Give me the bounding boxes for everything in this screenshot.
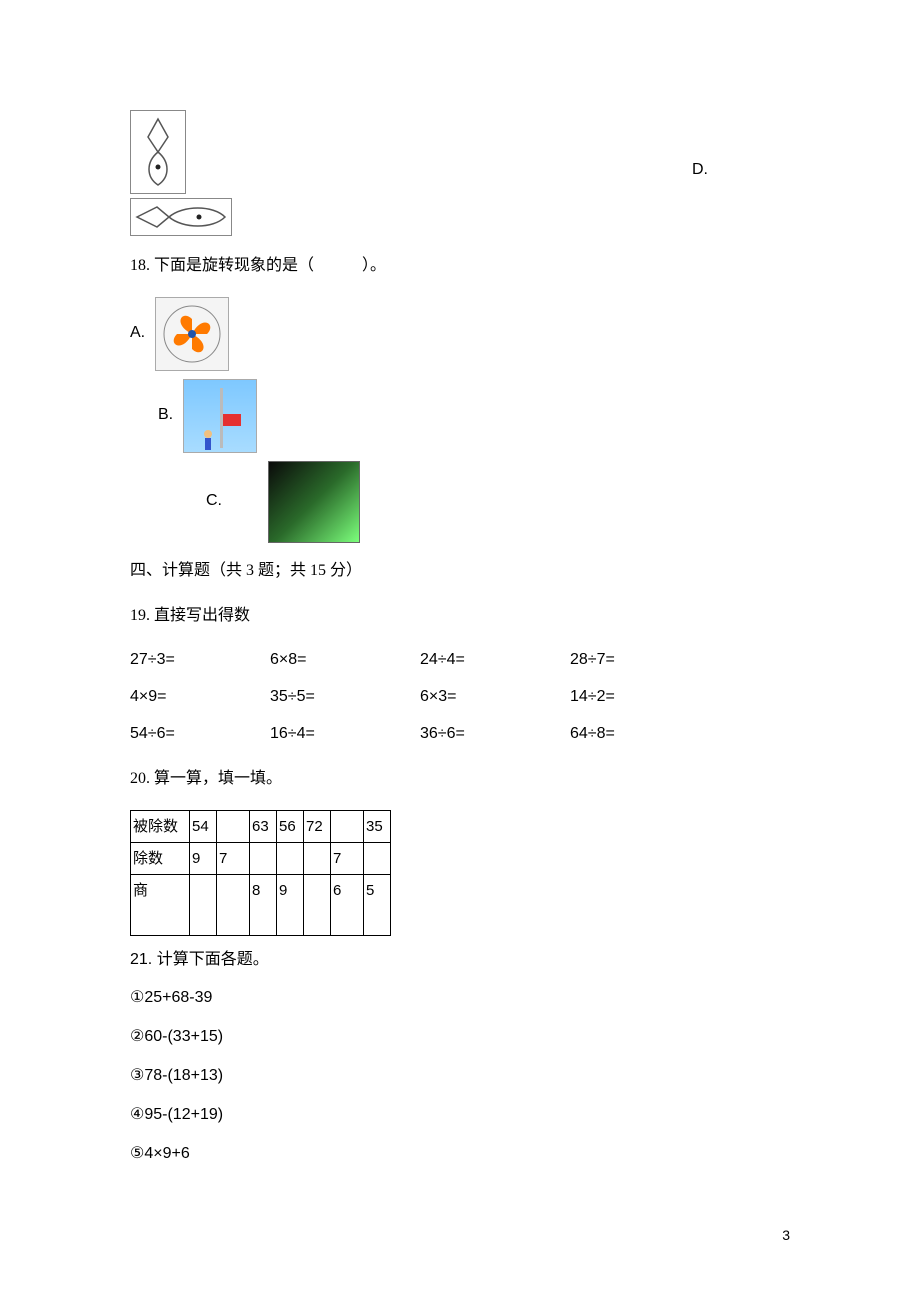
fan-image bbox=[155, 297, 229, 371]
q19-cell: 28÷7= bbox=[570, 646, 720, 675]
q17-figure-horizontal bbox=[130, 198, 232, 236]
q18-option-b: B. bbox=[158, 379, 790, 453]
cell: 35 bbox=[364, 811, 385, 842]
q18-option-a: A. bbox=[130, 297, 790, 371]
q21-item: ⑤4×9+6 bbox=[130, 1140, 790, 1169]
q17-option-d-label: D. bbox=[692, 156, 708, 185]
cell bbox=[331, 825, 335, 829]
q19-cell: 54÷6= bbox=[130, 720, 270, 749]
q19-cell: 16÷4= bbox=[270, 720, 420, 749]
table-row: 除数 9 7 7 bbox=[131, 842, 391, 874]
q17-figure-vertical bbox=[130, 110, 186, 194]
cell bbox=[190, 889, 194, 893]
q21: 21. 计算下面各题。 ①25+68-39 ②60-(33+15) ③78-(1… bbox=[130, 946, 790, 1169]
cell: 7 bbox=[331, 843, 343, 874]
fan-icon bbox=[162, 304, 222, 364]
cell bbox=[217, 825, 221, 829]
q21-item: ④95-(12+19) bbox=[130, 1101, 790, 1130]
table-row: 商 8 9 6 5 bbox=[131, 874, 391, 935]
q19-cell: 64÷8= bbox=[570, 720, 720, 749]
cell: 9 bbox=[190, 843, 202, 874]
q19-cell: 6×3= bbox=[420, 683, 570, 712]
flag-raising-image bbox=[183, 379, 257, 453]
q19-stem: 19. 直接写出得数 bbox=[130, 602, 790, 631]
q21-item: ③78-(18+13) bbox=[130, 1062, 790, 1091]
q19-cell: 24÷4= bbox=[420, 646, 570, 675]
table-row: 被除数 54 63 56 72 35 bbox=[131, 810, 391, 842]
cell bbox=[217, 889, 221, 893]
cell bbox=[304, 857, 308, 861]
section4-heading: 四、计算题（共 3 题；共 15 分） bbox=[130, 557, 790, 586]
q19-cell: 36÷6= bbox=[420, 720, 570, 749]
cell: 9 bbox=[277, 875, 289, 906]
cell bbox=[304, 889, 308, 893]
cell: 8 bbox=[250, 875, 262, 906]
q19-grid: 27÷3= 6×8= 24÷4= 28÷7= 4×9= 35÷5= 6×3= 1… bbox=[130, 646, 790, 748]
cell bbox=[250, 857, 254, 861]
page: D. 18. 下面是旋转现象的是（ ）。 A. B. bbox=[0, 0, 920, 1218]
q18-option-c: C. bbox=[206, 461, 790, 543]
q18-stem: 18. 下面是旋转现象的是（ ）。 bbox=[130, 252, 790, 281]
q18-c-label: C. bbox=[206, 487, 222, 516]
cell: 6 bbox=[331, 875, 343, 906]
page-number: 3 bbox=[782, 1227, 790, 1243]
row-label: 商 bbox=[131, 875, 150, 906]
fish-vertical-icon bbox=[136, 117, 180, 187]
cell: 63 bbox=[250, 811, 271, 842]
q18-a-label: A. bbox=[130, 319, 145, 348]
cell bbox=[277, 857, 281, 861]
q21-item: ①25+68-39 bbox=[130, 984, 790, 1013]
q18-b-label: B. bbox=[158, 401, 173, 430]
row-label: 除数 bbox=[131, 843, 165, 874]
q19-cell: 6×8= bbox=[270, 646, 420, 675]
q19-cell: 35÷5= bbox=[270, 683, 420, 712]
cell: 56 bbox=[277, 811, 298, 842]
cell: 5 bbox=[364, 875, 376, 906]
escalator-image bbox=[268, 461, 360, 543]
cell: 54 bbox=[190, 811, 211, 842]
q21-item: ②60-(33+15) bbox=[130, 1023, 790, 1052]
fish-horizontal-icon bbox=[135, 203, 227, 231]
q20-table: 被除数 54 63 56 72 35 除数 9 7 7 商 8 9 6 bbox=[130, 810, 391, 936]
q19-cell: 4×9= bbox=[130, 683, 270, 712]
flag-icon bbox=[190, 386, 250, 452]
cell: 7 bbox=[217, 843, 229, 874]
cell: 72 bbox=[304, 811, 325, 842]
row-label: 被除数 bbox=[131, 811, 180, 842]
q19-cell: 14÷2= bbox=[570, 683, 720, 712]
cell bbox=[364, 857, 368, 861]
q19-cell: 27÷3= bbox=[130, 646, 270, 675]
q21-stem: 21. 计算下面各题。 bbox=[130, 946, 790, 975]
q20-stem: 20. 算一算，填一填。 bbox=[130, 765, 790, 794]
